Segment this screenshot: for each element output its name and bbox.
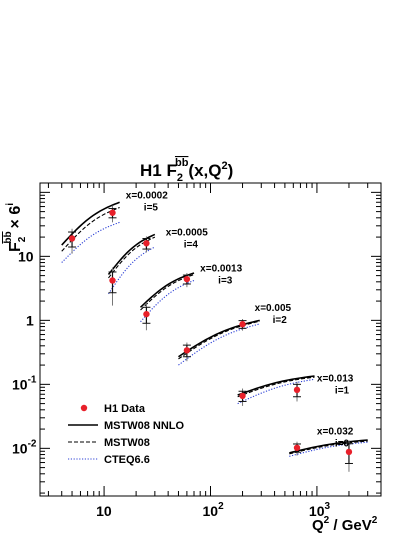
data-points <box>68 205 353 472</box>
bin-i-label: i=1 <box>335 386 350 397</box>
bin-i-label: i=2 <box>273 315 288 326</box>
legend-label-mstw: MSTW08 <box>104 437 150 449</box>
y-tick-label: 10 <box>18 248 34 264</box>
legend-marker-data <box>80 404 88 412</box>
bin-x-label: x=0.005 <box>255 303 292 314</box>
y-tick-label: 10-1 <box>12 374 37 392</box>
x-tick-label: 10 <box>96 503 112 519</box>
data-point-bin-4-0 <box>239 392 246 400</box>
curve-nnlo-bin-5 <box>289 439 368 454</box>
curve-cteq-bin-4 <box>237 378 315 405</box>
curve-nnlo-bin-3 <box>178 319 260 358</box>
y-tick-label: 1 <box>26 312 34 328</box>
curve-mstw-bin-4 <box>237 376 315 398</box>
data-point-bin-0-0 <box>68 235 76 242</box>
data-point-bin-1-0 <box>109 277 116 284</box>
bin-i-label: i=0 <box>335 438 350 449</box>
svg-text:F2bb× 6i: F2bb× 6i <box>3 203 28 252</box>
curve-nnlo-bin-4 <box>237 375 315 396</box>
data-point-bin-4-1 <box>293 386 301 394</box>
bin-x-label: x=0.0002 <box>126 191 168 202</box>
x-tick-label: 103 <box>309 501 331 519</box>
bin-i-label: i=3 <box>218 275 233 286</box>
legend-label-cteq: CTEQ6.6 <box>104 454 150 466</box>
curve-nnlo-bin-2 <box>139 272 195 308</box>
data-point-bin-5-0 <box>293 444 301 451</box>
x-tick-label: 102 <box>203 501 225 519</box>
curve-nnlo-bin-0 <box>61 201 120 246</box>
theory-curves <box>61 201 368 457</box>
bin-i-label: i=4 <box>184 240 199 251</box>
bin-i-label: i=5 <box>144 203 159 214</box>
bin-x-label: x=0.0005 <box>166 228 208 239</box>
data-point-bin-2-1 <box>183 275 191 283</box>
legend-label-data: H1 Data <box>104 403 146 415</box>
x-axis-title: Q2 / GeV2 <box>312 515 378 534</box>
y-tick-label: 10-2 <box>12 438 37 456</box>
bin-x-label: x=0.013 <box>317 374 354 385</box>
axis-ticks: 10 102 103 10-2 10-1 1 10 <box>12 183 382 519</box>
chart-title: H1 F2bb(x,Q2) <box>140 157 233 184</box>
data-point-bin-3-0 <box>183 347 191 354</box>
curve-cteq-bin-3 <box>178 323 260 366</box>
plot-frame <box>39 182 382 497</box>
data-point-bin-0-1 <box>109 209 116 216</box>
y-axis-title: F2bb× 6i <box>3 203 28 252</box>
legend: H1 Data MSTW08 NNLO MSTW08 CTEQ6.6 <box>68 403 185 466</box>
curve-mstw-bin-5 <box>289 440 368 455</box>
curve-cteq-bin-1 <box>108 246 156 295</box>
data-point-bin-3-1 <box>239 321 246 328</box>
data-point-bin-2-0 <box>143 310 150 318</box>
data-point-bin-1-1 <box>143 240 150 247</box>
curve-cteq-bin-5 <box>289 441 368 457</box>
bin-x-label: x=0.032 <box>317 426 354 437</box>
bin-x-label: x=0.0013 <box>200 263 242 274</box>
data-point-bin-5-1 <box>345 448 353 456</box>
legend-label-nnlo: MSTW08 NNLO <box>104 420 185 432</box>
